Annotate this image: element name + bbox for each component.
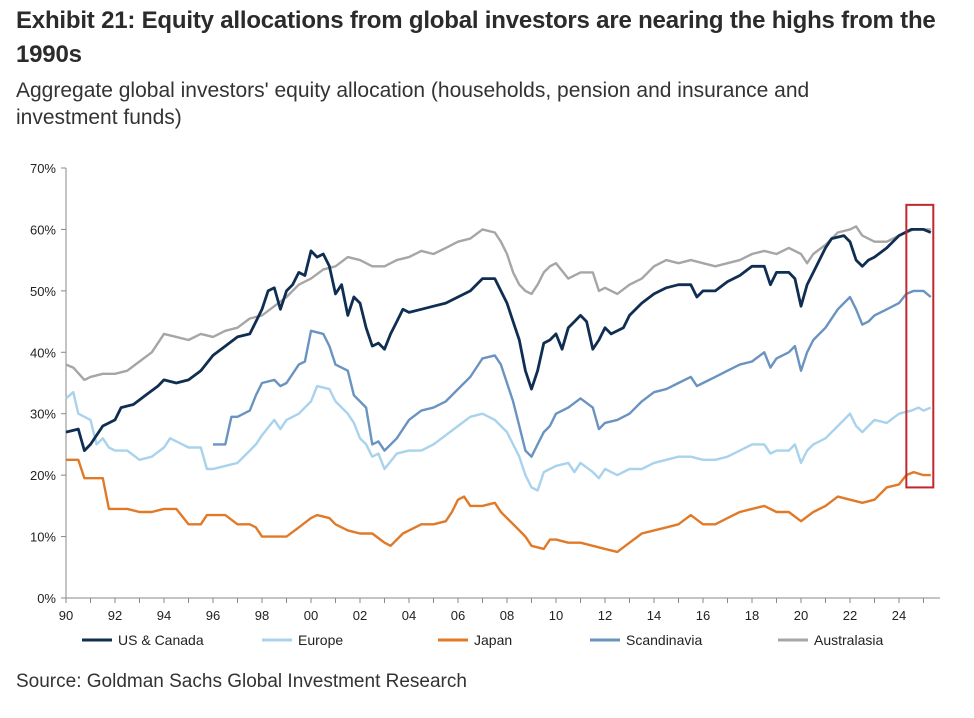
- x-tick-label: 20: [794, 608, 808, 623]
- x-tick-label: 06: [451, 608, 465, 623]
- series-line-scandinavia: [213, 289, 932, 458]
- x-tick-label: 98: [255, 608, 269, 623]
- x-tick-label: 10: [549, 608, 563, 623]
- x-tick-label: 92: [108, 608, 122, 623]
- legend-label-australasia: Australasia: [814, 632, 883, 648]
- x-tick-label: 24: [892, 608, 906, 623]
- series-line-europe: [65, 384, 932, 492]
- y-tick-label: 10%: [30, 530, 56, 545]
- series-line-japan: [66, 458, 931, 554]
- x-tick-label: 96: [206, 608, 220, 623]
- x-tick-label: 12: [598, 608, 612, 623]
- highlight-box-group: [905, 203, 935, 489]
- exhibit-title: Exhibit 21: Equity allocations from glob…: [16, 7, 936, 68]
- chart-legend: US & Canada Europe Japan Scandinavia Austral…: [82, 632, 883, 648]
- chart-series: [65, 225, 932, 554]
- source-note: Source: Goldman Sachs Global Investment …: [16, 671, 467, 692]
- x-tick-label: 22: [843, 608, 857, 623]
- series-line-us-canada: [65, 228, 932, 452]
- legend-label-us-canada: US & Canada: [118, 632, 204, 648]
- x-tick-label: 14: [647, 608, 661, 623]
- series-line-australasia: [65, 225, 931, 382]
- y-tick-label: 60%: [30, 222, 56, 237]
- y-tick-label: 30%: [30, 407, 56, 422]
- y-tick-label: 50%: [30, 284, 56, 299]
- x-tick-label: 02: [353, 608, 367, 623]
- legend-label-europe: Europe: [298, 632, 343, 648]
- legend-label-japan: Japan: [474, 632, 512, 648]
- line-chart: 0% 10% 20% 30% 40% 50% 60% 70% 90 92 94 96 98 00 02 04 0…: [30, 161, 940, 648]
- y-tick-label: 40%: [30, 345, 56, 360]
- x-tick-label: 00: [304, 608, 318, 623]
- y-tick-label: 0%: [37, 591, 56, 606]
- x-tick-label: 94: [157, 608, 171, 623]
- chart-axes: 0% 10% 20% 30% 40% 50% 60% 70% 90 92 94 96 98 00 02 04 0…: [30, 161, 940, 623]
- x-tick-label: 18: [745, 608, 759, 623]
- chart-subtitle: Aggregate global investors' equity alloc…: [16, 79, 810, 129]
- x-tick-label: 04: [402, 608, 416, 623]
- legend-label-scandinavia: Scandinavia: [626, 632, 702, 648]
- y-tick-label: 20%: [30, 468, 56, 483]
- x-tick-label: 16: [696, 608, 710, 623]
- x-tick-label: 90: [59, 608, 73, 623]
- x-tick-label: 08: [500, 608, 514, 623]
- y-tick-label: 70%: [30, 161, 56, 176]
- highlight-box: [905, 203, 935, 489]
